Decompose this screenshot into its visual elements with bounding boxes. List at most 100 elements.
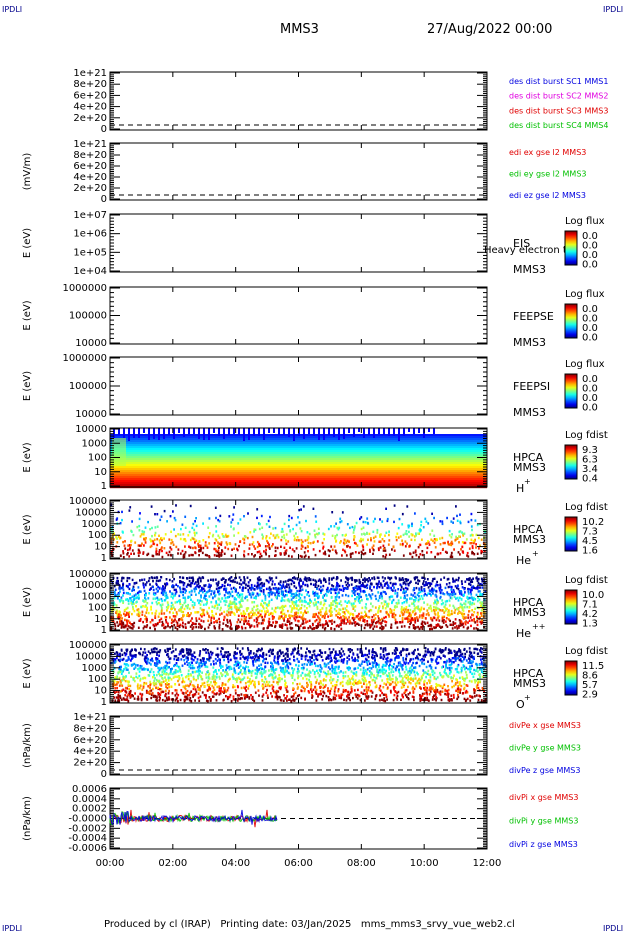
- spectrogram-pixel: [249, 579, 252, 582]
- spectrogram-pixel: [285, 533, 288, 536]
- spectrogram-pixel: [365, 584, 368, 588]
- spectrogram-pixel: [307, 659, 309, 662]
- spectrogram-pixel: [233, 685, 236, 688]
- spectrogram-pixel: [115, 696, 118, 699]
- spectrogram-pixel: [384, 600, 387, 603]
- spectrogram-pixel: [257, 579, 260, 582]
- spectrogram-pixel: [314, 579, 317, 582]
- spectrogram-pixel: [471, 613, 473, 616]
- spectrogram-pixel: [330, 595, 333, 599]
- spectrogram-pixel: [478, 598, 481, 601]
- spectrogram-pixel: [335, 540, 337, 543]
- spectrogram-pixel: [253, 625, 256, 628]
- spectrogram-pixel: [119, 590, 121, 593]
- spectrogram-pixel: [404, 583, 407, 586]
- spectrogram-pixel: [148, 661, 151, 665]
- spectrogram-pixel: [137, 683, 139, 686]
- spectrogram-pixel: [351, 578, 354, 581]
- spectrogram-pixel: [146, 602, 149, 605]
- spectrogram-pixel: [480, 549, 483, 553]
- spectrogram-pixel: [256, 673, 258, 676]
- spectrogram-pixel: [329, 549, 331, 553]
- spectrogram-pixel: [361, 552, 363, 555]
- spectrogram-pixel: [276, 606, 279, 609]
- spectrogram-pixel: [420, 622, 423, 626]
- spectrogram-pixel: [327, 666, 330, 669]
- spectrogram-pixel: [383, 540, 386, 543]
- spacecraft-label: MMS3: [513, 533, 546, 546]
- spectrogram-pixel: [132, 600, 134, 604]
- spectrogram-pixel: [331, 584, 333, 587]
- spectrogram-pixel: [193, 587, 196, 591]
- spectrogram-pixel: [336, 526, 339, 530]
- spectrogram-pixel: [113, 597, 116, 600]
- spectrogram-pixel: [128, 548, 131, 551]
- spectrogram-pixel: [263, 627, 265, 630]
- spectrogram-pixel: [226, 596, 229, 599]
- spectrogram-pixel: [451, 593, 454, 597]
- spectrogram-pixel: [336, 592, 339, 596]
- spectrogram-pixel: [396, 595, 398, 598]
- spectrogram-pixel: [401, 602, 404, 605]
- spectrogram-pixel: [405, 608, 407, 611]
- spectrogram-pixel: [188, 614, 191, 617]
- spectrogram-pixel: [333, 688, 336, 691]
- spectrogram-pixel: [340, 621, 343, 624]
- spectrogram-pixel: [340, 588, 343, 592]
- spectrogram-pixel: [396, 605, 398, 608]
- spectrogram-pixel: [401, 542, 404, 546]
- spectrogram-pixel: [443, 605, 446, 608]
- spectrogram-pixel: [425, 653, 428, 656]
- spectrogram-pixel: [132, 598, 135, 602]
- spectrogram-pixel: [396, 591, 399, 595]
- spectrogram-pixel: [235, 608, 238, 611]
- spectrogram-pixel: [195, 619, 198, 622]
- spectrogram-pixel: [114, 588, 117, 591]
- spectrogram-pixel: [338, 625, 340, 628]
- spectrogram-pixel: [382, 544, 385, 547]
- spectrogram-pixel: [146, 608, 148, 612]
- spectrogram-pixel: [333, 627, 336, 631]
- spectrogram-pixel: [426, 578, 429, 581]
- spectrogram-pixel: [277, 536, 280, 539]
- spectrogram-pixel: [280, 625, 283, 629]
- spectrogram-pixel: [210, 619, 212, 622]
- spectrogram-pixel: [436, 617, 439, 620]
- spectrogram-pixel: [345, 583, 348, 587]
- spectrogram-pixel: [371, 691, 374, 694]
- spectrogram-pixel: [371, 605, 374, 608]
- y-tick-label: 0: [101, 194, 107, 205]
- spectrogram-pixel: [158, 650, 161, 654]
- spectrogram-pixel: [121, 653, 124, 656]
- spectrogram-pixel: [139, 535, 142, 538]
- spectrogram-pixel: [320, 601, 322, 604]
- spectrogram-pixel: [425, 617, 427, 620]
- y-tick-label: 10000: [75, 580, 107, 591]
- spectrogram-pixel: [237, 591, 240, 595]
- spectrogram-pixel: [356, 592, 359, 596]
- spectrogram-pixel: [298, 581, 300, 584]
- colorbar-tick-label: 7.1: [582, 600, 598, 611]
- spectrogram-pixel: [243, 581, 246, 585]
- spectrogram-pixel: [417, 579, 419, 582]
- spectrogram-pixel: [261, 537, 264, 540]
- spectrogram-pixel: [199, 607, 202, 610]
- spectrogram-pixel: [427, 612, 430, 615]
- spectrogram-pixel: [397, 588, 400, 591]
- spectrogram-pixel: [178, 669, 181, 672]
- spectrogram-pixel: [280, 611, 283, 614]
- spectrogram-pixel: [467, 520, 470, 524]
- spectrogram-pixel: [224, 580, 227, 583]
- spectrogram-pixel: [359, 588, 362, 591]
- spectrogram-spike: [248, 428, 250, 440]
- spectrogram-pixel: [188, 579, 191, 583]
- spectrogram-pixel: [283, 619, 285, 622]
- spectrogram-pixel: [462, 664, 465, 667]
- spectrogram-pixel: [321, 541, 324, 545]
- spectrogram-band: [110, 436, 487, 439]
- spectrogram-pixel: [365, 672, 368, 676]
- spectrogram-pixel: [250, 616, 253, 619]
- spectrogram-pixel: [172, 543, 175, 546]
- spectrogram-pixel: [341, 511, 344, 514]
- spectrogram-pixel: [197, 544, 200, 547]
